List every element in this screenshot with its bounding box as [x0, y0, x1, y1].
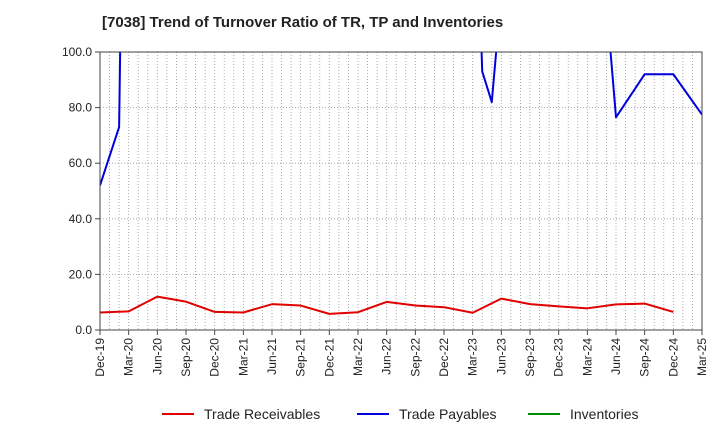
- x-tick-label: Jun-21: [265, 338, 279, 375]
- x-tick-label: Mar-21: [236, 338, 250, 376]
- y-tick-label: 80.0: [69, 101, 93, 115]
- x-tick-label: Mar-25: [695, 338, 709, 376]
- y-tick-label: 100.0: [62, 45, 92, 59]
- series-line-trade-payables: [100, 52, 702, 186]
- x-tick-label: Dec-21: [322, 338, 336, 377]
- x-tick-label: Sep-21: [294, 338, 308, 377]
- chart-title: [7038] Trend of Turnover Ratio of TR, TP…: [102, 14, 504, 31]
- x-tick-label: Mar-20: [122, 338, 136, 376]
- x-tick-label: Jun-20: [150, 338, 164, 375]
- x-tick-label: Dec-23: [552, 338, 566, 377]
- y-tick-label: 20.0: [69, 267, 93, 281]
- y-tick-label: 60.0: [69, 156, 93, 170]
- x-tick-label: Dec-19: [93, 338, 107, 377]
- x-tick-label: Jun-22: [380, 338, 394, 375]
- x-tick-label: Sep-22: [408, 338, 422, 377]
- x-tick-label: Sep-23: [523, 338, 537, 377]
- legend-label: Inventories: [570, 406, 638, 422]
- legend-label: Trade Receivables: [204, 406, 320, 422]
- grid-lines: [100, 52, 702, 330]
- x-tick-label: Dec-22: [437, 338, 451, 377]
- x-tick-label: Sep-24: [638, 338, 652, 377]
- x-tick-label: Dec-24: [666, 338, 680, 377]
- y-tick-label: 40.0: [69, 212, 93, 226]
- x-tick-label: Mar-22: [351, 338, 365, 376]
- x-tick-label: Mar-23: [466, 338, 480, 376]
- x-tick-label: Mar-24: [580, 338, 594, 376]
- plot-frame: [99, 51, 703, 331]
- y-tick-label: 0.0: [75, 323, 92, 337]
- x-tick-label: Jun-23: [494, 338, 508, 375]
- x-tick-label: Dec-20: [208, 338, 222, 377]
- legend-label: Trade Payables: [399, 406, 497, 422]
- x-tick-label: Jun-24: [609, 338, 623, 375]
- series-line-trade-receivables: [100, 295, 674, 315]
- x-tick-label: Sep-20: [179, 338, 193, 377]
